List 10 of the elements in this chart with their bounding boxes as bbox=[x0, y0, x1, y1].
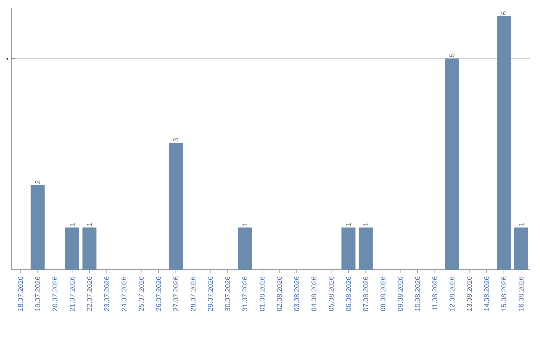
bar bbox=[82, 228, 97, 270]
bar bbox=[65, 228, 80, 270]
bar bbox=[30, 185, 45, 270]
bar bbox=[497, 16, 512, 270]
bar bbox=[238, 228, 252, 270]
bar bbox=[445, 58, 460, 270]
bar bbox=[169, 143, 184, 270]
bar bbox=[514, 228, 528, 270]
bar bbox=[342, 228, 356, 270]
bar bbox=[358, 228, 373, 270]
